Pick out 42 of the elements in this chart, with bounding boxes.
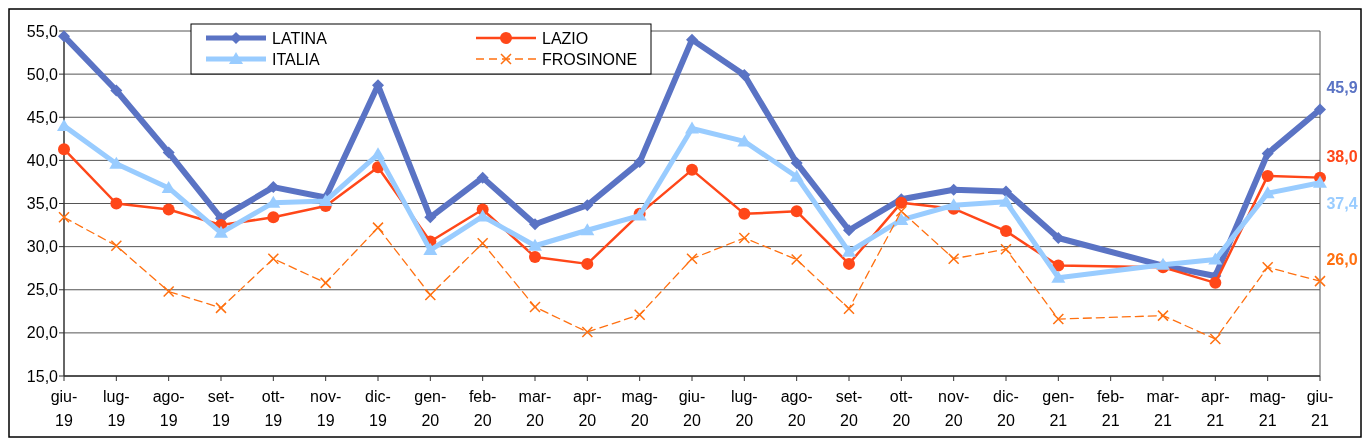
x-tick-label: feb-20 — [468, 388, 497, 429]
x-tick-label: nov-20 — [938, 388, 970, 429]
x-tick-label: set-19 — [207, 388, 235, 429]
x-tick-label: mar-20 — [518, 388, 552, 429]
x-tick-label: apr-21 — [1201, 388, 1230, 429]
x-tick-label: nov-19 — [310, 388, 342, 429]
y-tick-label: 35,0 — [26, 195, 59, 213]
x-tick-label: dic-20 — [993, 388, 1019, 429]
data-label: 45,9 — [1326, 79, 1358, 97]
x-tick-label: apr-20 — [573, 388, 602, 429]
x-tick-label: feb-21 — [1096, 388, 1125, 429]
x-tick-label: ott-19 — [261, 388, 285, 429]
x-tick-label: gen-20 — [414, 388, 447, 429]
x-tick-label: giu-21 — [1306, 388, 1334, 429]
x-tick-label: ott-20 — [889, 388, 913, 429]
data-label: 37,4 — [1326, 194, 1358, 212]
data-label: 26,0 — [1326, 251, 1358, 269]
x-tick-label: set-20 — [835, 388, 863, 429]
y-tick-label: 25,0 — [26, 281, 59, 299]
x-tick-label: lug-19 — [102, 388, 130, 429]
x-tick-label: ago-20 — [780, 388, 813, 429]
y-tick-label: 15,0 — [26, 367, 59, 385]
x-tick-label: lug-20 — [730, 388, 758, 429]
x-tick-label: giu-19 — [50, 388, 78, 429]
legend-label: ITALIA — [272, 50, 321, 68]
legend-label: LATINA — [272, 29, 328, 47]
legend-label: LAZIO — [542, 29, 589, 47]
x-tick-label: giu-20 — [678, 388, 706, 429]
x-tick-label: mag-21 — [1249, 388, 1286, 429]
x-tick-label: ago-19 — [152, 388, 185, 429]
y-tick-label: 30,0 — [26, 238, 59, 256]
x-tick-label: mag-20 — [621, 388, 658, 429]
y-tick-label: 45,0 — [26, 108, 59, 126]
y-tick-label: 50,0 — [26, 65, 59, 83]
legend-label: FROSINONE — [542, 50, 638, 68]
x-tick-label: mar-21 — [1146, 388, 1180, 429]
x-tick-label: dic-19 — [365, 388, 391, 429]
x-tick-label: gen-21 — [1042, 388, 1075, 429]
y-tick-label: 55,0 — [26, 22, 59, 40]
y-tick-label: 20,0 — [26, 324, 59, 342]
y-tick-label: 40,0 — [26, 151, 59, 169]
data-label: 38,0 — [1326, 147, 1358, 165]
